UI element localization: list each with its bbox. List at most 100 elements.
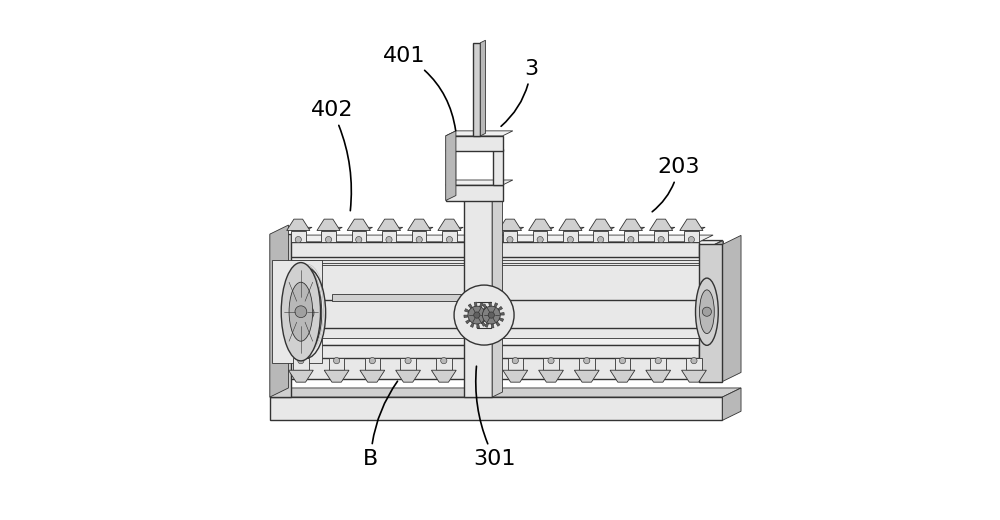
- Polygon shape: [280, 250, 704, 379]
- Polygon shape: [680, 219, 703, 230]
- Circle shape: [386, 237, 392, 243]
- Polygon shape: [329, 358, 344, 370]
- Wedge shape: [470, 321, 475, 328]
- Circle shape: [441, 358, 447, 364]
- Polygon shape: [436, 358, 452, 370]
- Polygon shape: [468, 219, 491, 230]
- Polygon shape: [446, 185, 503, 201]
- Wedge shape: [474, 302, 477, 309]
- Text: 3: 3: [501, 59, 538, 126]
- Ellipse shape: [291, 274, 322, 352]
- Text: 401: 401: [383, 46, 456, 131]
- Wedge shape: [465, 308, 471, 313]
- Wedge shape: [489, 302, 491, 309]
- Polygon shape: [654, 230, 668, 242]
- Polygon shape: [654, 227, 675, 230]
- Wedge shape: [498, 313, 504, 315]
- Wedge shape: [497, 317, 504, 321]
- Polygon shape: [574, 370, 599, 382]
- Polygon shape: [270, 234, 291, 397]
- Wedge shape: [485, 321, 489, 328]
- Circle shape: [298, 305, 314, 321]
- Polygon shape: [593, 230, 608, 242]
- Polygon shape: [446, 131, 513, 136]
- Polygon shape: [324, 370, 349, 382]
- Circle shape: [691, 358, 697, 364]
- Circle shape: [334, 358, 340, 364]
- Polygon shape: [563, 227, 584, 230]
- Circle shape: [468, 306, 486, 324]
- Polygon shape: [272, 260, 322, 363]
- Polygon shape: [493, 149, 503, 185]
- Polygon shape: [650, 358, 666, 370]
- Polygon shape: [438, 219, 461, 230]
- Polygon shape: [299, 241, 723, 370]
- Polygon shape: [412, 230, 426, 242]
- Circle shape: [295, 306, 307, 318]
- Polygon shape: [317, 219, 340, 230]
- Polygon shape: [684, 230, 699, 242]
- Ellipse shape: [287, 268, 326, 358]
- Ellipse shape: [696, 278, 718, 345]
- Polygon shape: [503, 370, 528, 382]
- Polygon shape: [563, 230, 578, 242]
- Circle shape: [619, 358, 626, 364]
- Polygon shape: [270, 225, 288, 397]
- Polygon shape: [321, 227, 342, 230]
- Circle shape: [507, 237, 513, 243]
- Polygon shape: [503, 227, 524, 230]
- Polygon shape: [533, 230, 547, 242]
- Polygon shape: [682, 370, 706, 382]
- Polygon shape: [624, 227, 645, 230]
- Polygon shape: [446, 136, 503, 151]
- Polygon shape: [288, 339, 713, 345]
- Wedge shape: [491, 321, 494, 328]
- Polygon shape: [446, 149, 455, 185]
- Polygon shape: [293, 358, 309, 370]
- Circle shape: [476, 358, 483, 364]
- Circle shape: [537, 237, 543, 243]
- Wedge shape: [493, 303, 498, 309]
- Polygon shape: [722, 388, 741, 420]
- Ellipse shape: [699, 290, 714, 333]
- Polygon shape: [408, 219, 431, 230]
- Polygon shape: [288, 242, 699, 257]
- Text: 402: 402: [311, 100, 353, 211]
- Circle shape: [369, 358, 375, 364]
- Polygon shape: [360, 370, 385, 382]
- Polygon shape: [492, 193, 502, 397]
- Wedge shape: [466, 318, 472, 324]
- Wedge shape: [480, 320, 485, 326]
- Circle shape: [658, 237, 664, 243]
- Polygon shape: [464, 198, 492, 397]
- Polygon shape: [619, 219, 642, 230]
- Polygon shape: [291, 227, 312, 230]
- Wedge shape: [496, 306, 503, 312]
- Circle shape: [325, 237, 332, 243]
- Ellipse shape: [296, 284, 316, 342]
- Polygon shape: [704, 241, 723, 379]
- Polygon shape: [543, 358, 559, 370]
- Polygon shape: [472, 358, 487, 370]
- Polygon shape: [498, 219, 522, 230]
- Polygon shape: [624, 230, 638, 242]
- Polygon shape: [412, 227, 433, 230]
- Polygon shape: [646, 370, 671, 382]
- Polygon shape: [722, 236, 741, 382]
- Polygon shape: [589, 219, 612, 230]
- Wedge shape: [478, 315, 485, 318]
- Polygon shape: [365, 358, 380, 370]
- Circle shape: [488, 312, 494, 318]
- Text: B: B: [363, 381, 398, 469]
- Polygon shape: [529, 219, 552, 230]
- Polygon shape: [352, 230, 366, 242]
- Ellipse shape: [281, 263, 321, 361]
- Polygon shape: [321, 230, 336, 242]
- Polygon shape: [503, 230, 517, 242]
- Circle shape: [567, 237, 574, 243]
- Wedge shape: [479, 303, 483, 309]
- Polygon shape: [464, 193, 502, 198]
- Circle shape: [598, 237, 604, 243]
- Polygon shape: [610, 370, 635, 382]
- Wedge shape: [483, 317, 489, 321]
